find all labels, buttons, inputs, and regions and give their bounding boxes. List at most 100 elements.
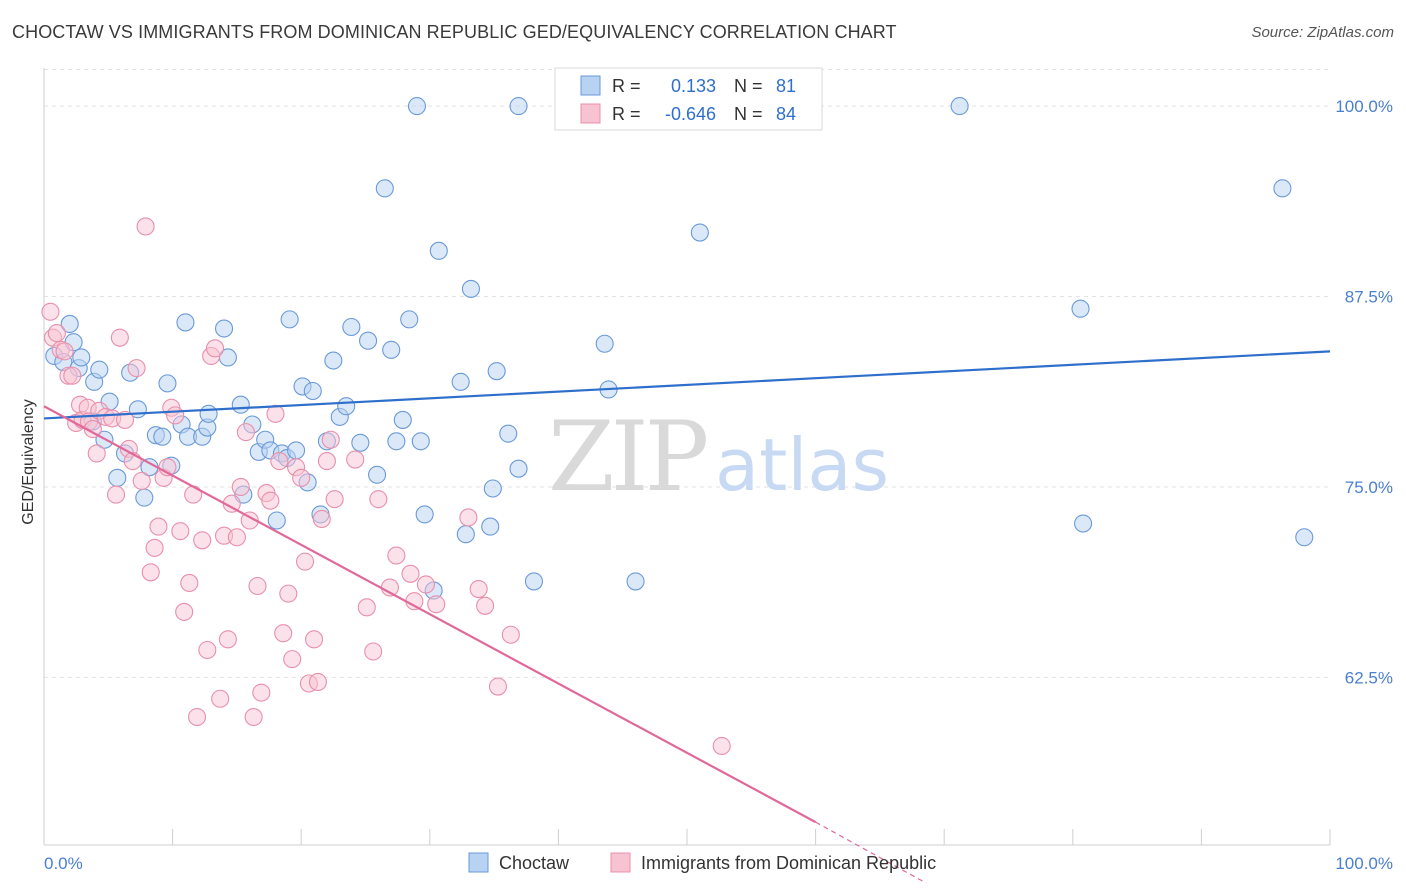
source-credit: Source: ZipAtlas.com <box>1251 24 1394 41</box>
trend-line-dominican <box>43 405 817 824</box>
dominican-point <box>401 564 420 583</box>
dominican-point <box>357 598 376 617</box>
y-tick-label: 75.0% <box>1345 478 1393 497</box>
choctaw-point <box>158 374 177 393</box>
top-legend: R = 0.133 N = 81 R = -0.646 N = 84 <box>554 67 823 131</box>
dominican-point <box>227 528 246 547</box>
series-dominican-points <box>41 217 731 756</box>
choctaw-point <box>359 331 378 350</box>
trend-lines <box>43 350 1331 884</box>
choctaw-point <box>368 465 387 484</box>
dominican-point <box>252 683 271 702</box>
choctaw-point <box>626 572 645 591</box>
dominican-point <box>416 575 435 594</box>
y-axis-label: GED/Equivalency <box>20 399 37 524</box>
choctaw-point <box>214 319 234 338</box>
choctaw-point <box>393 410 412 429</box>
dominican-point <box>346 450 365 469</box>
choctaw-point <box>407 97 426 116</box>
bottom-legend: Choctaw Immigrants from Dominican Republ… <box>468 852 936 873</box>
dominican-point <box>266 404 285 423</box>
legend-r-label-2: R = <box>612 104 641 124</box>
dominican-point <box>248 576 267 596</box>
dominican-point <box>145 538 164 557</box>
dominican-point <box>405 592 424 611</box>
choctaw-point <box>1295 528 1314 547</box>
choctaw-point <box>1071 299 1090 318</box>
choctaw-point <box>509 97 528 116</box>
choctaw-point <box>415 505 434 524</box>
dominican-point <box>270 452 289 471</box>
dominican-point <box>211 689 230 708</box>
choctaw-point <box>153 427 172 446</box>
dominican-point <box>218 630 237 649</box>
dominican-point <box>187 707 207 727</box>
choctaw-point <box>342 317 361 337</box>
choctaw-point <box>524 572 544 591</box>
dominican-point <box>501 625 520 644</box>
choctaw-point <box>90 360 109 379</box>
dominican-point <box>193 531 212 550</box>
dominican-point <box>476 596 495 615</box>
dominican-point <box>63 366 82 385</box>
choctaw-point <box>351 433 370 452</box>
dominican-point <box>305 630 324 649</box>
choctaw-point <box>487 362 506 381</box>
dominican-point <box>110 328 129 347</box>
dominican-point <box>132 471 151 490</box>
choctaw-point <box>481 517 500 536</box>
legend-r-label-1: R = <box>612 76 641 96</box>
choctaw-point <box>1273 179 1292 198</box>
dominican-point <box>175 602 194 621</box>
dominican-point <box>296 552 315 571</box>
choctaw-point <box>287 441 306 460</box>
choctaw-point <box>267 511 286 530</box>
y-tick-label: 100.0% <box>1335 97 1393 116</box>
x-tick-label: 100.0% <box>1335 854 1393 873</box>
choctaw-point <box>499 424 518 443</box>
legend-r-value-2: -0.646 <box>665 104 716 124</box>
legend-swatch-dominican <box>580 103 601 124</box>
dominican-point <box>127 359 146 378</box>
choctaw-point <box>72 348 91 367</box>
dominican-point <box>364 642 383 661</box>
choctaw-point <box>429 241 448 260</box>
choctaw-point <box>461 279 481 298</box>
dominican-point <box>321 430 340 449</box>
bottom-legend-swatch-dominican <box>610 852 631 873</box>
choctaw-point <box>382 340 401 359</box>
bottom-legend-choctaw: Choctaw <box>499 853 570 873</box>
choctaw-point <box>456 525 475 544</box>
bottom-legend-dominican: Immigrants from Dominican Republic <box>641 853 936 873</box>
dominican-point <box>274 624 293 643</box>
trend-line-dominican-extension <box>815 821 927 884</box>
choctaw-point <box>595 334 614 353</box>
dominican-point <box>87 444 106 463</box>
watermark-zip: ZIP <box>548 401 707 513</box>
series-choctaw-points <box>45 97 1314 600</box>
dominican-point <box>369 490 388 509</box>
choctaw-point <box>509 459 528 478</box>
legend-r-value-1: 0.133 <box>671 76 716 96</box>
dominican-point <box>488 677 508 696</box>
dominican-point <box>141 563 160 582</box>
y-tick-label: 62.5% <box>1345 668 1393 687</box>
dominican-point <box>236 423 255 442</box>
dominican-point <box>427 595 446 614</box>
dominican-point <box>279 584 298 603</box>
dominican-point <box>283 650 302 669</box>
choctaw-point <box>411 432 430 451</box>
dominican-point <box>136 217 155 236</box>
dominican-point <box>149 517 168 536</box>
choctaw-point <box>337 397 356 416</box>
choctaw-point <box>375 179 394 198</box>
dominican-point <box>115 410 135 429</box>
choctaw-point <box>135 488 154 507</box>
dominican-point <box>166 406 185 425</box>
choctaw-point <box>400 310 419 329</box>
dominican-point <box>180 573 199 593</box>
x-tick-labels: 0.0% 100.0% <box>44 854 1393 873</box>
y-tick-label: 87.5% <box>1345 288 1393 307</box>
choctaw-point <box>387 432 406 451</box>
